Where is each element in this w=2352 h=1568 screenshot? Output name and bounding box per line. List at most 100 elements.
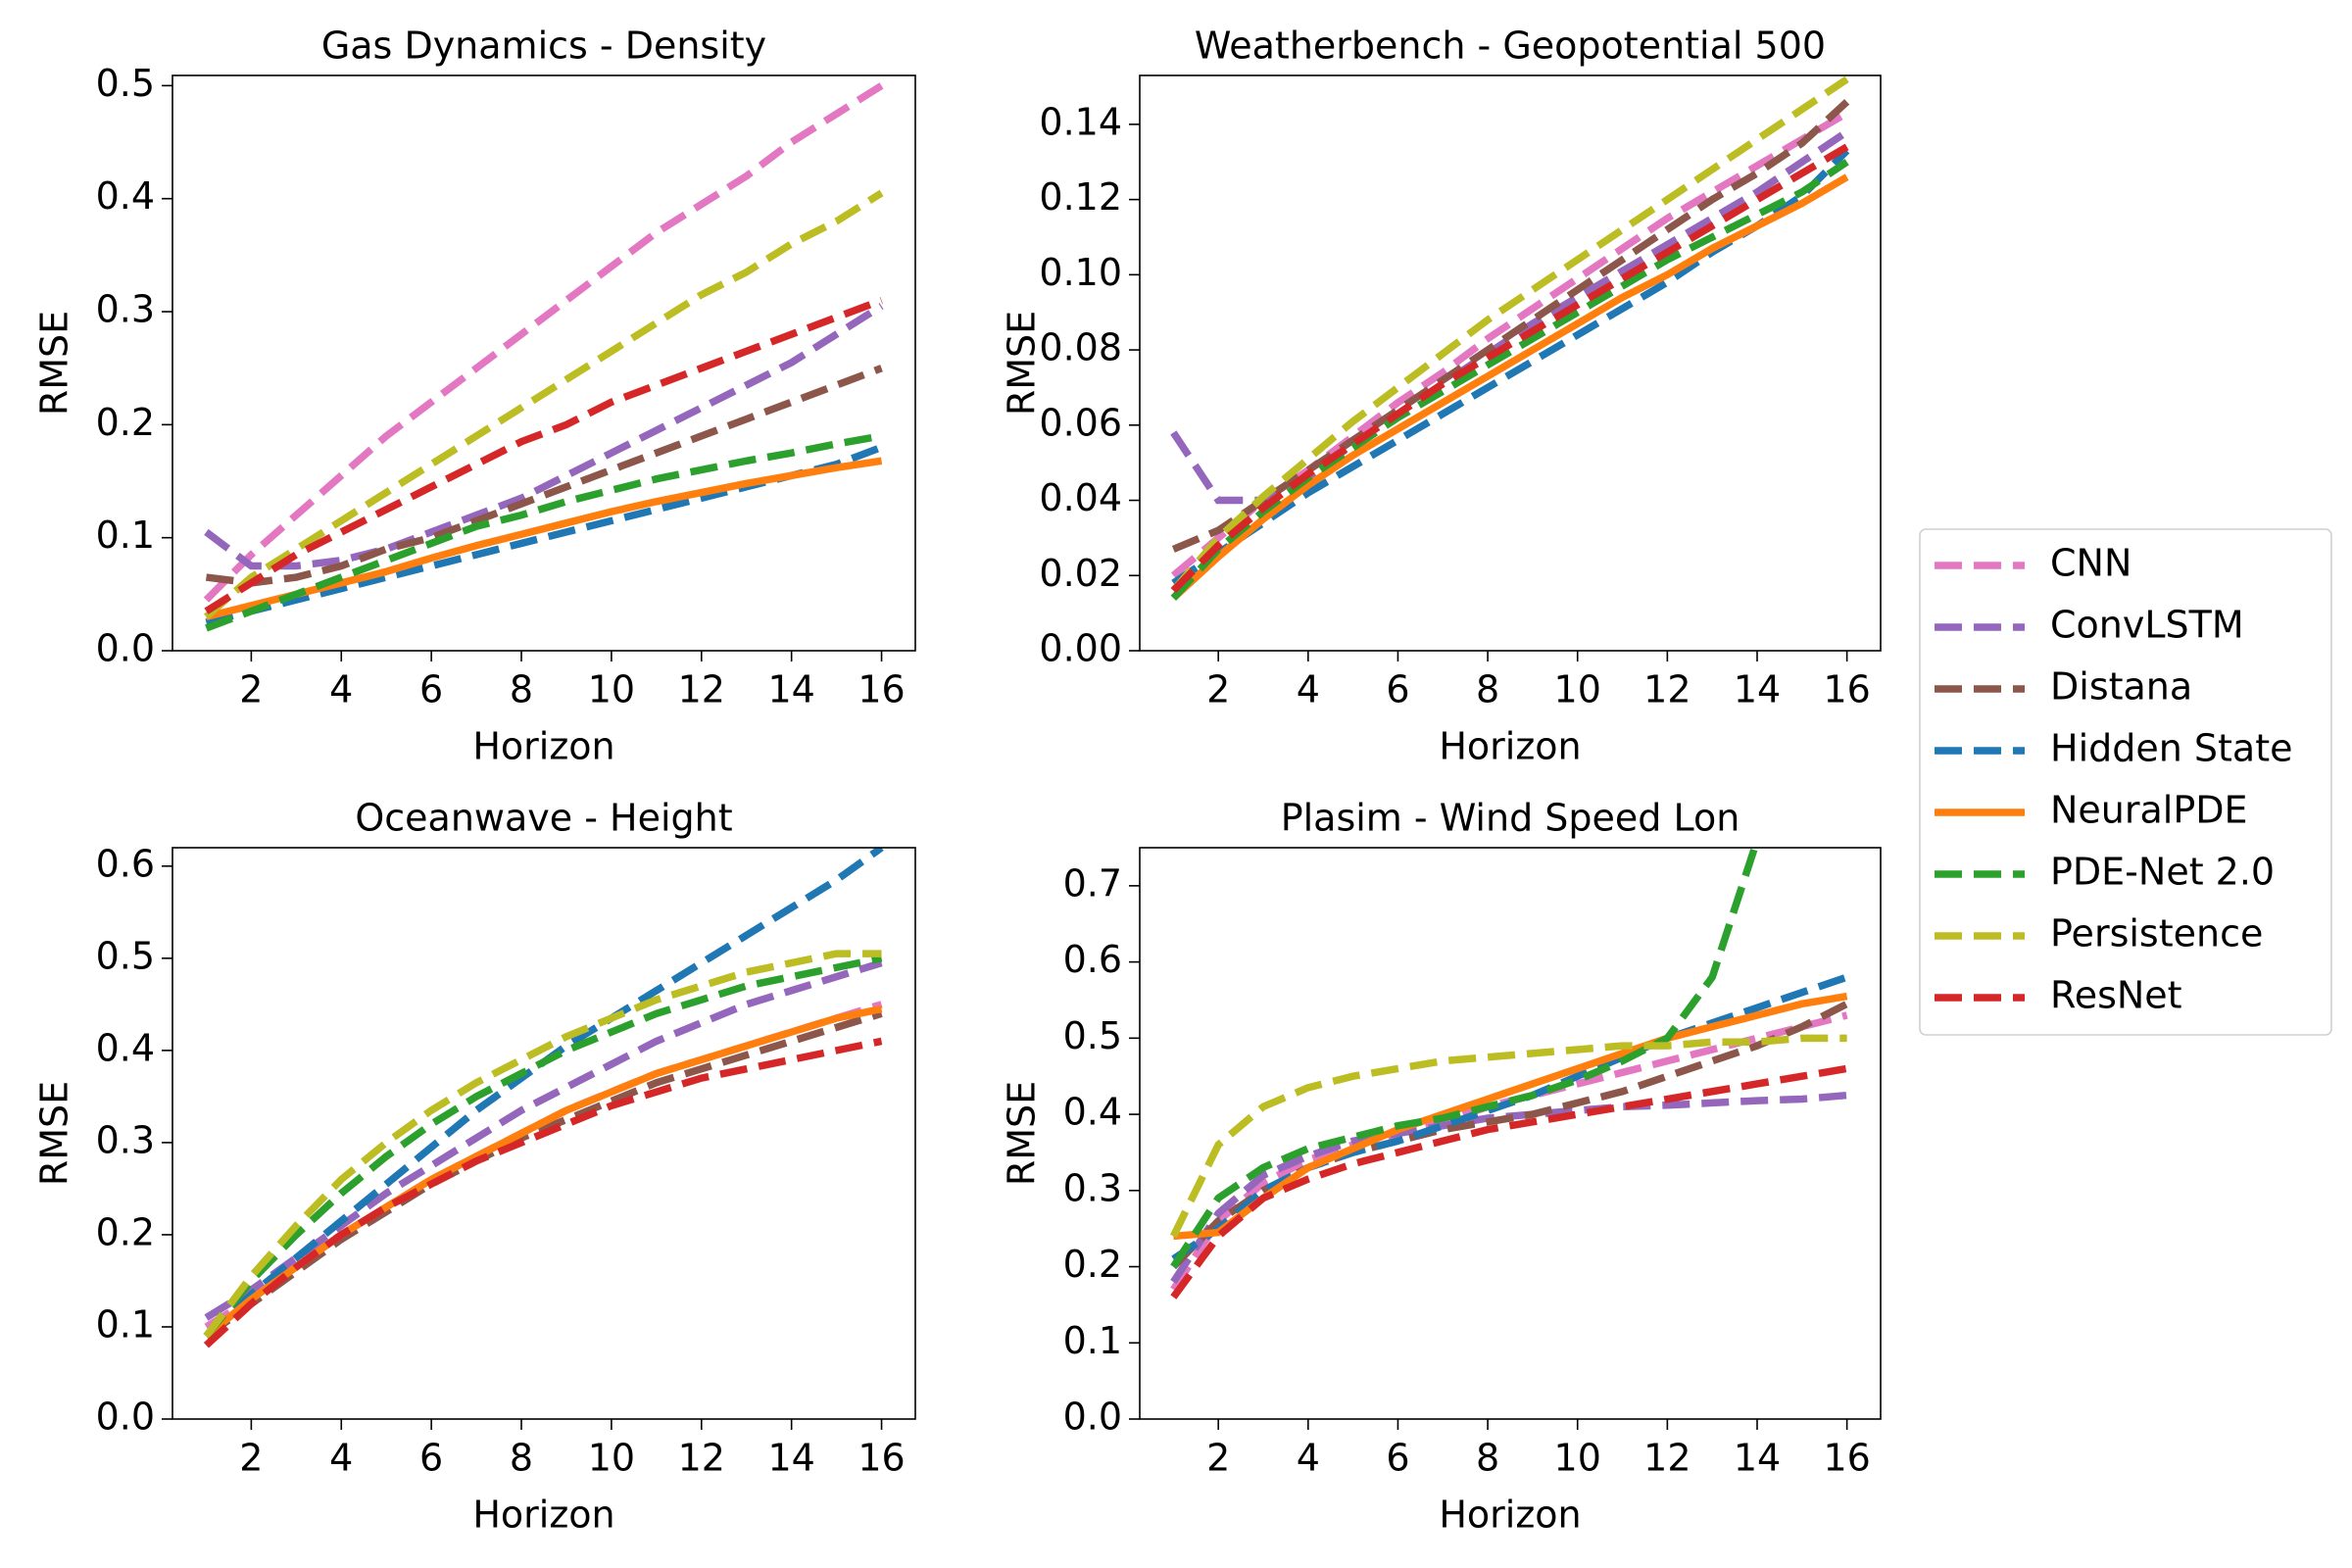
x-tick-label: 14 xyxy=(1734,1437,1781,1480)
x-tick-label: 10 xyxy=(588,668,635,711)
x-tick-label: 6 xyxy=(419,668,443,711)
y-tick-label: 0.06 xyxy=(1039,401,1122,444)
x-tick-label: 4 xyxy=(1297,668,1320,711)
x-tick-label: 8 xyxy=(1476,1437,1499,1480)
y-tick-label: 0.3 xyxy=(96,288,155,331)
x-tick-label: 12 xyxy=(678,1437,725,1480)
data-line xyxy=(1170,75,1849,594)
x-tick-label: 12 xyxy=(1643,668,1690,711)
y-tick-label: 0.4 xyxy=(1063,1091,1122,1134)
x-tick-label: 2 xyxy=(1206,1437,1230,1480)
data-line xyxy=(1171,148,1850,587)
legend-label: Persistence xyxy=(2050,912,2263,956)
axes-frame xyxy=(172,847,916,1420)
y-tick-label: 0.1 xyxy=(96,514,155,557)
y-tick-label: 0.3 xyxy=(96,1118,155,1161)
y-tick-label: 0.00 xyxy=(1039,627,1122,670)
data-line xyxy=(204,1009,883,1340)
x-tick-label: 4 xyxy=(329,1437,353,1480)
data-line xyxy=(1170,128,1849,505)
data-line xyxy=(1170,848,1759,1269)
x-tick-label: 14 xyxy=(767,1437,814,1480)
x-tick-label: 4 xyxy=(329,668,353,711)
y-tick-label: 0.5 xyxy=(1063,1014,1122,1057)
x-tick-label: 4 xyxy=(1297,1437,1320,1480)
data-line xyxy=(205,365,883,587)
axes-frame xyxy=(172,74,916,652)
y-tick-label: 0.02 xyxy=(1039,552,1122,595)
x-tick-label: 10 xyxy=(1554,1437,1601,1480)
x-tick-label: 14 xyxy=(1734,668,1781,711)
x-tick-label: 6 xyxy=(419,1437,443,1480)
data-line xyxy=(1170,1064,1848,1299)
chart-title: Weatherbench - Geopotential 500 xyxy=(1195,24,1826,68)
x-tick-label: 6 xyxy=(1386,668,1409,711)
data-line xyxy=(1169,1034,1847,1239)
data-line xyxy=(203,82,884,603)
series-group xyxy=(1170,75,1850,602)
y-tick-label: 0.3 xyxy=(1063,1166,1122,1209)
data-line xyxy=(1173,992,1848,1241)
x-tick-label: 16 xyxy=(858,1437,905,1480)
y-tick-label: 0.6 xyxy=(96,842,155,885)
data-line xyxy=(204,296,883,614)
y-tick-label: 0.0 xyxy=(96,1396,155,1439)
y-tick-label: 0.2 xyxy=(1063,1243,1122,1286)
y-tick-label: 0.4 xyxy=(96,174,155,218)
y-tick-label: 0.12 xyxy=(1039,175,1122,219)
data-line xyxy=(1170,173,1849,602)
plot-area xyxy=(1140,848,1881,1419)
y-tick-label: 0.5 xyxy=(96,62,155,105)
x-tick-label: 12 xyxy=(1643,1437,1690,1480)
data-line xyxy=(204,1004,883,1340)
x-tick-label: 10 xyxy=(1554,668,1601,711)
data-line xyxy=(203,950,882,1339)
y-tick-label: 0.10 xyxy=(1039,251,1122,294)
y-tick-label: 0.0 xyxy=(96,627,155,670)
y-tick-label: 0.14 xyxy=(1039,100,1122,143)
chart-title: Gas Dynamics - Density xyxy=(321,24,766,68)
legend-label: CNN xyxy=(2050,542,2132,585)
x-tick-label: 10 xyxy=(588,1437,635,1480)
data-line xyxy=(205,432,883,632)
series-group xyxy=(203,848,884,1348)
x-tick-label: 16 xyxy=(1823,668,1870,711)
y-tick-label: 0.0 xyxy=(1063,1396,1122,1439)
x-tick-label: 2 xyxy=(239,668,263,711)
legend-label: Hidden State xyxy=(2050,727,2293,770)
axes-frame xyxy=(1139,74,1882,652)
legend-label: ConvLSTM xyxy=(2050,604,2244,647)
x-axis-label: Horizon xyxy=(472,725,614,768)
x-tick-label: 16 xyxy=(858,668,905,711)
chart-title: Plasim - Wind Speed Lon xyxy=(1281,797,1740,840)
y-tick-label: 0.1 xyxy=(1063,1319,1122,1362)
x-tick-label: 2 xyxy=(239,1437,263,1480)
x-tick-label: 2 xyxy=(1206,668,1230,711)
x-axis-label: Horizon xyxy=(472,1494,614,1537)
y-tick-label: 0.5 xyxy=(96,934,155,977)
x-tick-label: 8 xyxy=(510,668,533,711)
y-tick-label: 0.6 xyxy=(1063,938,1122,981)
x-tick-label: 14 xyxy=(767,668,814,711)
x-tick-label: 12 xyxy=(678,668,725,711)
data-line xyxy=(203,955,883,1339)
x-axis-label: Horizon xyxy=(1439,1494,1581,1537)
legend-label: Distana xyxy=(2050,665,2192,709)
x-tick-label: 6 xyxy=(1386,1437,1409,1480)
y-axis-label: RMSE xyxy=(1001,311,1044,416)
y-tick-label: 0.2 xyxy=(96,1210,155,1253)
legend-label: NeuralPDE xyxy=(2050,789,2248,832)
y-axis-label: RMSE xyxy=(1001,1081,1044,1186)
data-line xyxy=(204,958,883,1321)
x-tick-label: 8 xyxy=(1476,668,1499,711)
y-tick-label: 0.08 xyxy=(1039,326,1122,369)
y-tick-label: 0.4 xyxy=(96,1026,155,1069)
y-axis-label: RMSE xyxy=(33,311,76,416)
chart-title: Oceanwave - Height xyxy=(355,797,732,840)
y-tick-label: 0.7 xyxy=(1063,861,1122,905)
legend-box xyxy=(1919,528,2332,1036)
y-tick-label: 0.2 xyxy=(96,401,155,444)
x-tick-label: 8 xyxy=(510,1437,533,1480)
x-axis-label: Horizon xyxy=(1439,725,1581,768)
data-line xyxy=(1170,159,1849,601)
